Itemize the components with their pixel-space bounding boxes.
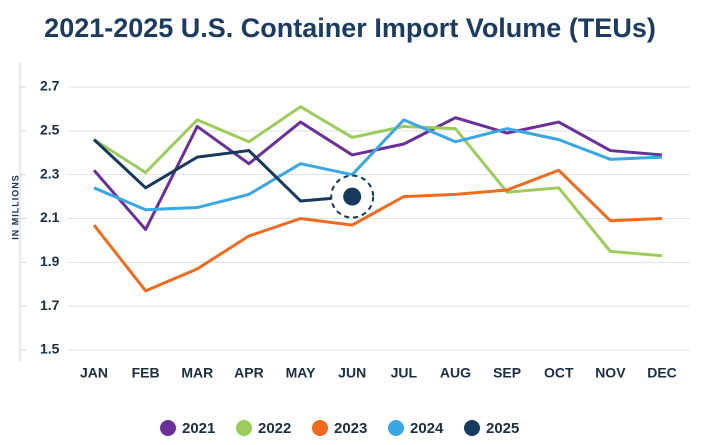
x-tick-label: JUN (338, 365, 366, 381)
legend-swatch (464, 420, 480, 436)
x-tick-label: NOV (595, 365, 626, 381)
series-line (92, 168, 663, 293)
x-tick-label: MAY (286, 365, 316, 381)
x-tick-label: AUG (440, 365, 471, 381)
x-tick-label: JUL (391, 365, 418, 381)
legend-label: 2021 (182, 420, 215, 437)
series-line (93, 118, 663, 212)
x-tick-label: DEC (647, 365, 677, 381)
y-tick-label: 2.7 (40, 78, 60, 94)
legend-swatch (312, 420, 328, 436)
x-tick-label: APR (234, 365, 264, 381)
x-tick-label: FEB (132, 365, 160, 381)
series-line (92, 138, 353, 203)
x-tick-label: JAN (80, 365, 108, 381)
x-tick-label: MAR (181, 365, 213, 381)
x-tick-label: OCT (544, 365, 574, 381)
legend-swatch (388, 420, 404, 436)
legend-swatch (236, 420, 252, 436)
series-line (92, 116, 663, 231)
x-tick-label: SEP (493, 365, 521, 381)
chart-title: 2021-2025 U.S. Container Import Volume (… (44, 13, 656, 43)
legend-label: 2022 (258, 420, 291, 437)
legend-label: 2025 (486, 420, 519, 437)
legend-label: 2023 (334, 420, 367, 437)
y-axis-label: IN MILLIONS (10, 174, 20, 240)
y-tick-label: 2.3 (40, 165, 60, 181)
point-marker (343, 187, 362, 206)
y-tick-label: 2.5 (40, 122, 60, 138)
y-tick-label: 1.9 (40, 253, 60, 269)
legend-swatch (160, 420, 176, 436)
y-tick-label: 1.5 (40, 341, 60, 357)
y-tick-label: 2.1 (40, 209, 60, 225)
y-tick-label: 1.7 (40, 297, 60, 313)
legend-label: 2024 (410, 420, 444, 437)
series-line (93, 105, 663, 258)
